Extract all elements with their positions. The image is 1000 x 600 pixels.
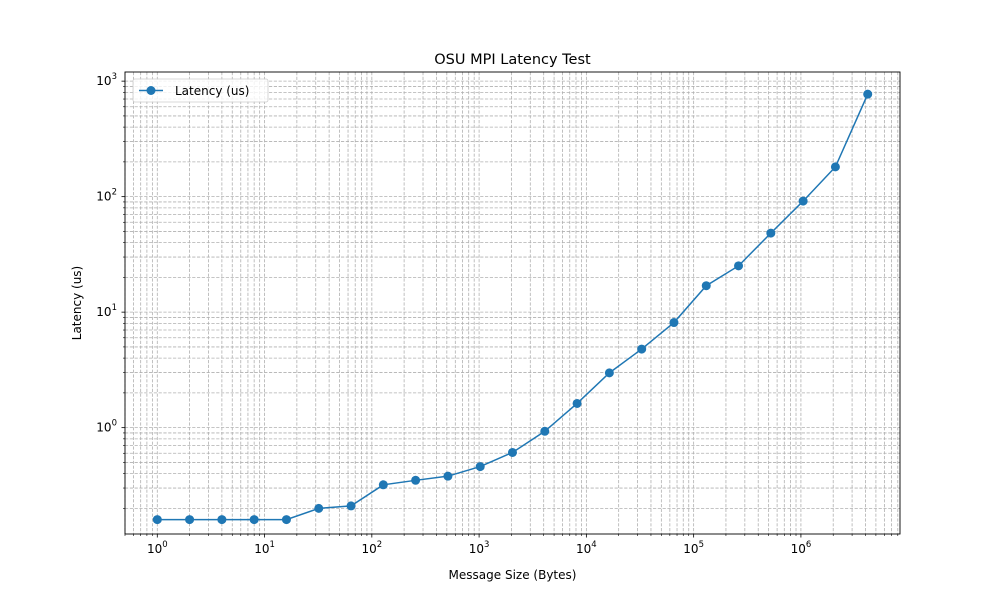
data-point: [637, 344, 647, 354]
x-tick-label: 102: [361, 540, 382, 556]
legend: Latency (us): [132, 78, 269, 103]
y-tick-label: 100: [96, 419, 117, 435]
data-point: [798, 196, 808, 206]
data-point: [604, 368, 614, 378]
y-tick-label: 101: [96, 303, 117, 319]
data-point: [185, 515, 195, 525]
legend-marker: [146, 86, 156, 95]
data-point: [508, 447, 517, 457]
data-point: [443, 471, 453, 481]
legend-box: [132, 78, 269, 103]
y-axis-label: Latency (us): [70, 266, 84, 340]
x-tick-label: 100: [147, 540, 168, 556]
data-point: [152, 515, 162, 525]
legend-entry-latency: Latency (us): [175, 84, 249, 98]
data-point: [830, 162, 840, 172]
chart-title: OSU MPI Latency Test: [434, 52, 591, 68]
data-point: [346, 501, 356, 511]
data-point: [411, 475, 421, 485]
y-tick-label: 102: [96, 188, 117, 204]
plot-frame: [124, 71, 901, 535]
x-tick-label: 105: [683, 540, 704, 556]
x-tick-label: 104: [576, 540, 597, 556]
series-layer: [152, 89, 873, 525]
data-point: [249, 515, 259, 525]
data-point: [281, 515, 291, 525]
data-point: [378, 480, 388, 490]
axis-ticks: 100 101 102 103 104 105 106 100 101 102 103: [96, 72, 899, 556]
data-point: [863, 89, 873, 99]
data-point: [669, 318, 679, 328]
data-point: [766, 228, 776, 238]
data-point: [217, 515, 227, 525]
data-point: [475, 462, 485, 472]
data-point: [540, 426, 550, 436]
x-tick-label: 103: [469, 540, 490, 556]
data-point: [701, 281, 711, 291]
x-tick-label: 106: [791, 540, 812, 556]
data-point: [314, 503, 324, 513]
data-point: [734, 261, 744, 271]
x-tick-label: 101: [254, 540, 275, 556]
y-tick-label: 103: [96, 72, 117, 88]
x-axis-label: Message Size (Bytes): [449, 568, 577, 582]
data-point: [572, 398, 582, 408]
grid: [124, 72, 900, 534]
